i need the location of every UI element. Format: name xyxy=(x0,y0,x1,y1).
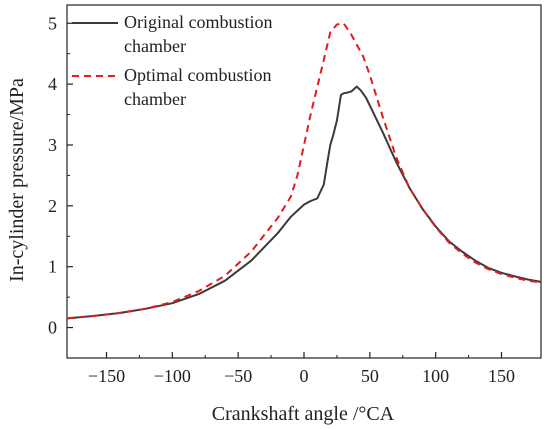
y-tick-label: 4 xyxy=(48,74,57,94)
x-tick-label: 50 xyxy=(361,366,379,386)
series-line-2 xyxy=(66,22,542,320)
x-tick-label: −50 xyxy=(224,366,252,386)
y-tick-label: 0 xyxy=(48,318,57,338)
legend-label-2: Optimal combustion xyxy=(124,65,272,85)
legend-label-1-cont: chamber xyxy=(124,36,186,56)
series-line-1 xyxy=(66,85,542,320)
y-tick-label: 2 xyxy=(48,196,57,216)
legend-label-1: Original combustion xyxy=(124,12,272,32)
series-layer xyxy=(66,22,542,320)
x-tick-label: 100 xyxy=(422,366,449,386)
y-tick-label: 5 xyxy=(48,13,57,33)
axis-ticks: −150 −100 −50 0 50 100 150 0 1 2 3 4 5 xyxy=(48,13,515,386)
x-axis-title: Crankshaft angle /°CA xyxy=(212,403,395,425)
x-tick-label: 150 xyxy=(488,366,515,386)
legend: Original combustion chamber Optimal combus… xyxy=(72,12,272,109)
y-tick-label: 1 xyxy=(48,257,57,277)
plot-border xyxy=(66,4,542,359)
x-tick-label: −100 xyxy=(154,366,191,386)
legend-label-2-cont: chamber xyxy=(124,89,186,109)
y-tick-label: 3 xyxy=(48,135,57,155)
plot-frame xyxy=(66,4,542,359)
y-axis-title: In-cylinder pressure/MPa xyxy=(6,78,28,282)
x-tick-label: −150 xyxy=(88,366,125,386)
x-tick-label: 0 xyxy=(300,366,309,386)
